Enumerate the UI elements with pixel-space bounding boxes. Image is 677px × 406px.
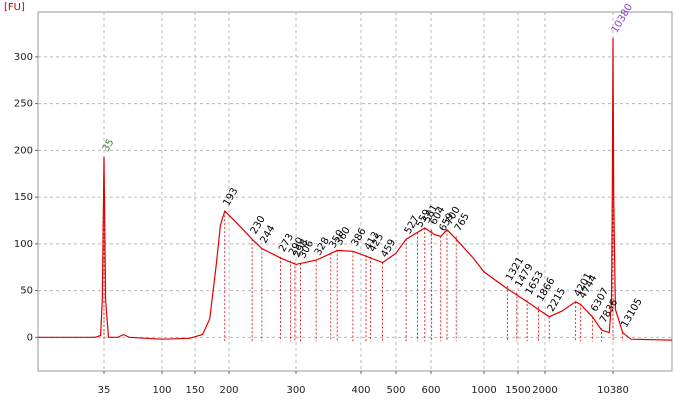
plot-area xyxy=(37,11,673,372)
y-tick-label: 200 xyxy=(14,145,33,156)
y-axis-label: [FU] xyxy=(4,2,25,13)
y-tick-label: 50 xyxy=(20,286,33,297)
x-tick-label: 200 xyxy=(219,385,238,396)
x-tick-label: 35 xyxy=(98,385,111,396)
y-tick-label: 300 xyxy=(14,52,33,63)
x-tick-label: 600 xyxy=(421,385,440,396)
x-tick-label: 400 xyxy=(351,385,370,396)
x-tick-label: 1500 xyxy=(505,385,530,396)
peak-label: 35 xyxy=(101,137,117,154)
x-tick-label: 2000 xyxy=(532,385,557,396)
x-tick-label: 10380 xyxy=(597,385,629,396)
x-tick-label: 150 xyxy=(185,385,204,396)
x-tick-label: 100 xyxy=(152,385,171,396)
y-tick-label: 0 xyxy=(27,332,33,343)
y-tick-label: 150 xyxy=(14,192,33,203)
x-tick-label: 1000 xyxy=(471,385,496,396)
y-tick-label: 100 xyxy=(14,239,33,250)
trace-line xyxy=(38,38,673,341)
x-tick-label: 500 xyxy=(386,385,405,396)
x-tick-label: 300 xyxy=(286,385,305,396)
y-tick-label: 250 xyxy=(14,99,33,110)
